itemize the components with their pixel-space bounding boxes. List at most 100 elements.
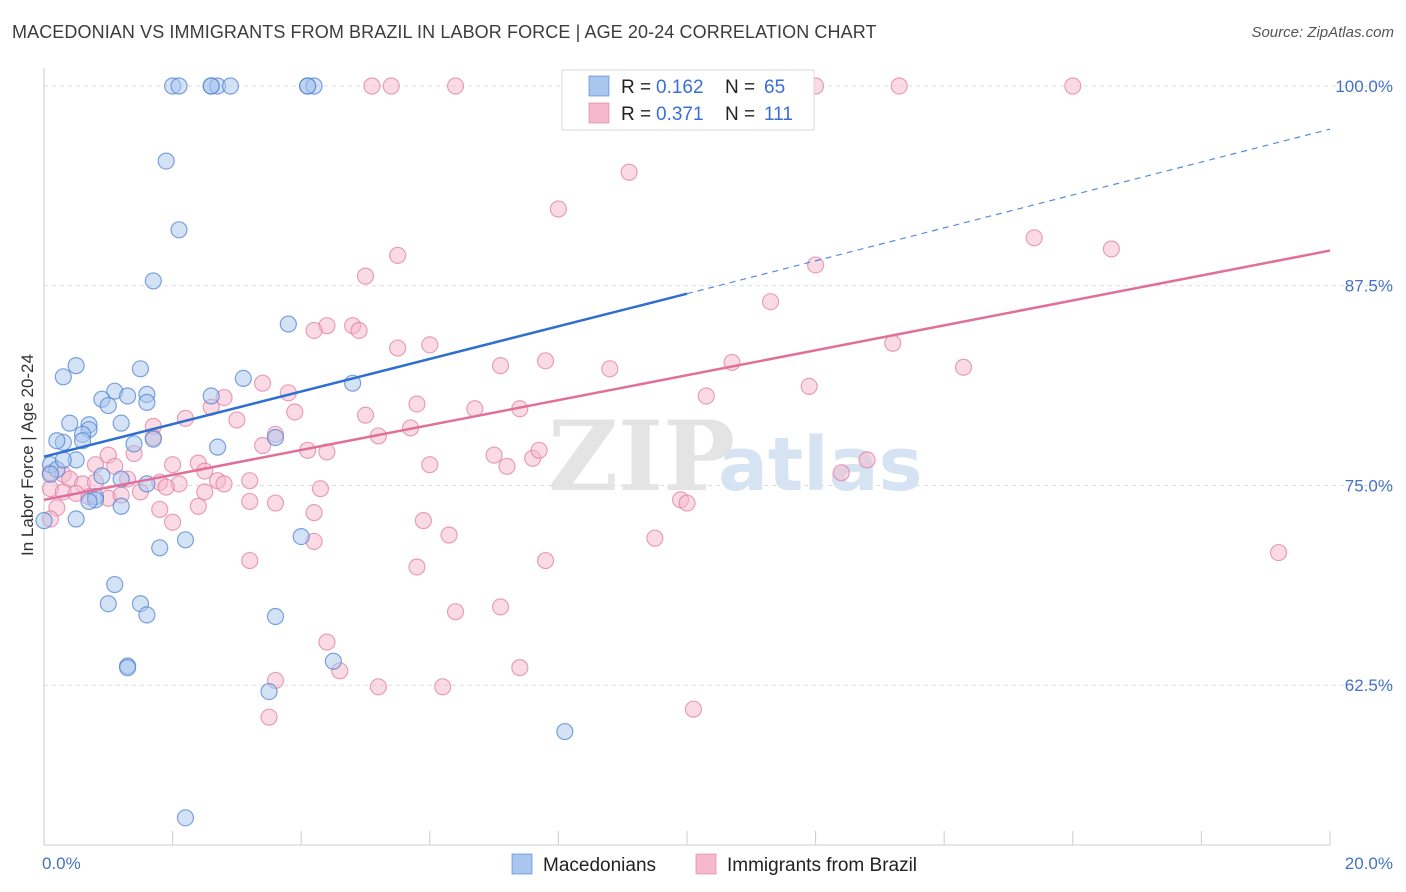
macedonian-point-60 <box>260 682 278 701</box>
brazil-point-90 <box>414 512 432 530</box>
macedonian-point-32 <box>144 430 162 448</box>
brazil-point-14 <box>1102 240 1120 258</box>
bottom-legend-swatch-macedonian <box>511 853 533 875</box>
macedonian-point-39 <box>41 465 60 483</box>
macedonian-point-12 <box>54 368 72 386</box>
brazil-point-6 <box>890 77 908 95</box>
brazil-point-51 <box>421 456 439 474</box>
macedonian-point-40 <box>93 467 111 485</box>
macedonian-point-46 <box>112 497 130 515</box>
legend-n-label-0: N = <box>725 77 755 98</box>
macedonian-point-62 <box>176 809 195 827</box>
bottom-legend-swatch-brazil <box>695 853 717 875</box>
brazil-point-8 <box>620 163 638 181</box>
legend-r-label-1: R = <box>621 104 651 125</box>
macedonian-point-31 <box>125 435 143 453</box>
brazil-point-0 <box>363 77 381 95</box>
macedonian-point-21 <box>138 393 156 411</box>
brazil-point-100 <box>408 558 426 576</box>
brazil-point-73 <box>241 472 259 490</box>
correlation-legend: R = 0.162 N = 65 R = 0.371 N = 111 <box>561 69 815 131</box>
brazil-point-36 <box>408 395 426 413</box>
brazil-point-53 <box>498 457 516 475</box>
brazil-trend-line <box>43 249 1331 502</box>
brazil-point-103 <box>318 633 336 651</box>
brazil-point-95 <box>678 494 696 512</box>
x-tick-labels: 0.0% 20.0% <box>42 854 1393 873</box>
macedonian-point-9 <box>144 272 162 290</box>
brazil-point-102 <box>491 598 510 616</box>
x-tick-label-1: 20.0% <box>1345 854 1393 873</box>
macedonian-point-48 <box>67 510 85 528</box>
brazil-point-20 <box>389 339 407 357</box>
brazil-point-98 <box>241 551 259 570</box>
macedonian-trend-line <box>43 292 688 458</box>
brazil-point-82 <box>196 483 214 501</box>
macedonian-point-7 <box>157 152 175 170</box>
brazil-point-97 <box>536 551 555 570</box>
brazil-point-13 <box>1025 229 1043 247</box>
brazil-point-56 <box>832 464 850 482</box>
brazil-point-1 <box>382 77 400 95</box>
macedonian-point-49 <box>176 531 195 549</box>
trend-lines <box>43 128 1331 502</box>
brazil-point-57 <box>858 451 876 469</box>
brazil-point-110 <box>260 708 278 726</box>
y-tick-label-1: 75.0% <box>1345 476 1393 495</box>
legend-r-value-1: 0.371 <box>656 104 704 125</box>
macedonian-trend-extension <box>686 128 1331 295</box>
macedonian-point-47 <box>35 512 53 530</box>
macedonian-point-20 <box>99 396 117 415</box>
legend-r-label-0: R = <box>621 77 651 98</box>
macedonian-point-18 <box>118 387 137 405</box>
brazil-point-2 <box>446 77 465 95</box>
brazil-point-91 <box>440 526 458 544</box>
brazil-point-72 <box>215 475 233 493</box>
brazil-point-52 <box>485 446 503 464</box>
brazil-point-19 <box>305 321 323 340</box>
brazil-point-109 <box>684 700 703 718</box>
macedonian-point-23 <box>61 414 79 432</box>
brazil-point-85 <box>311 480 330 498</box>
brazil-point-84 <box>266 494 285 512</box>
brazil-point-12 <box>389 246 407 264</box>
brazil-point-101 <box>446 603 465 621</box>
brazil-point-81 <box>157 478 175 496</box>
macedonian-point-14 <box>234 369 252 388</box>
legend-swatch-brazil <box>588 102 610 124</box>
brazil-point-11 <box>356 267 375 285</box>
legend-swatch-macedonian <box>588 75 610 97</box>
macedonian-point-56 <box>266 607 285 626</box>
brazil-point-23 <box>491 357 510 375</box>
bottom-legend-label-brazil: Immigrants from Brazil <box>727 855 917 876</box>
y-tick-label-3: 100.0% <box>1335 77 1393 96</box>
brazil-point-96 <box>646 529 664 547</box>
brazil-point-27 <box>954 358 973 376</box>
series-brazil-points <box>41 77 1288 726</box>
macedonian-point-51 <box>292 528 310 546</box>
brazil-point-108 <box>434 678 452 696</box>
macedonian-point-8 <box>170 221 188 239</box>
brazil-point-89 <box>305 504 323 522</box>
watermark: ZIP atlas <box>548 400 923 513</box>
legend-n-label-1: N = <box>725 104 755 125</box>
macedonian-point-63 <box>202 77 220 95</box>
bottom-legend-label-macedonian: Macedonians <box>543 855 656 876</box>
macedonian-point-64 <box>299 77 317 95</box>
brazil-point-111 <box>1269 543 1288 562</box>
brazil-point-9 <box>549 200 568 218</box>
macedonian-point-29 <box>48 432 66 450</box>
legend-n-value-1: 111 <box>764 104 793 125</box>
brazil-point-34 <box>286 403 304 421</box>
brazil-point-105 <box>511 659 529 677</box>
brazil-point-24 <box>536 352 555 370</box>
watermark-zip: ZIP <box>548 400 735 513</box>
brazil-point-40 <box>228 411 246 429</box>
brazil-point-10 <box>806 256 825 274</box>
brazil-point-21 <box>421 336 439 354</box>
brazil-point-92 <box>164 513 182 531</box>
x-tick-label-0: 0.0% <box>42 854 81 873</box>
macedonian-point-45 <box>80 492 98 511</box>
macedonian-point-11 <box>67 357 85 375</box>
brazil-point-15 <box>761 293 780 311</box>
